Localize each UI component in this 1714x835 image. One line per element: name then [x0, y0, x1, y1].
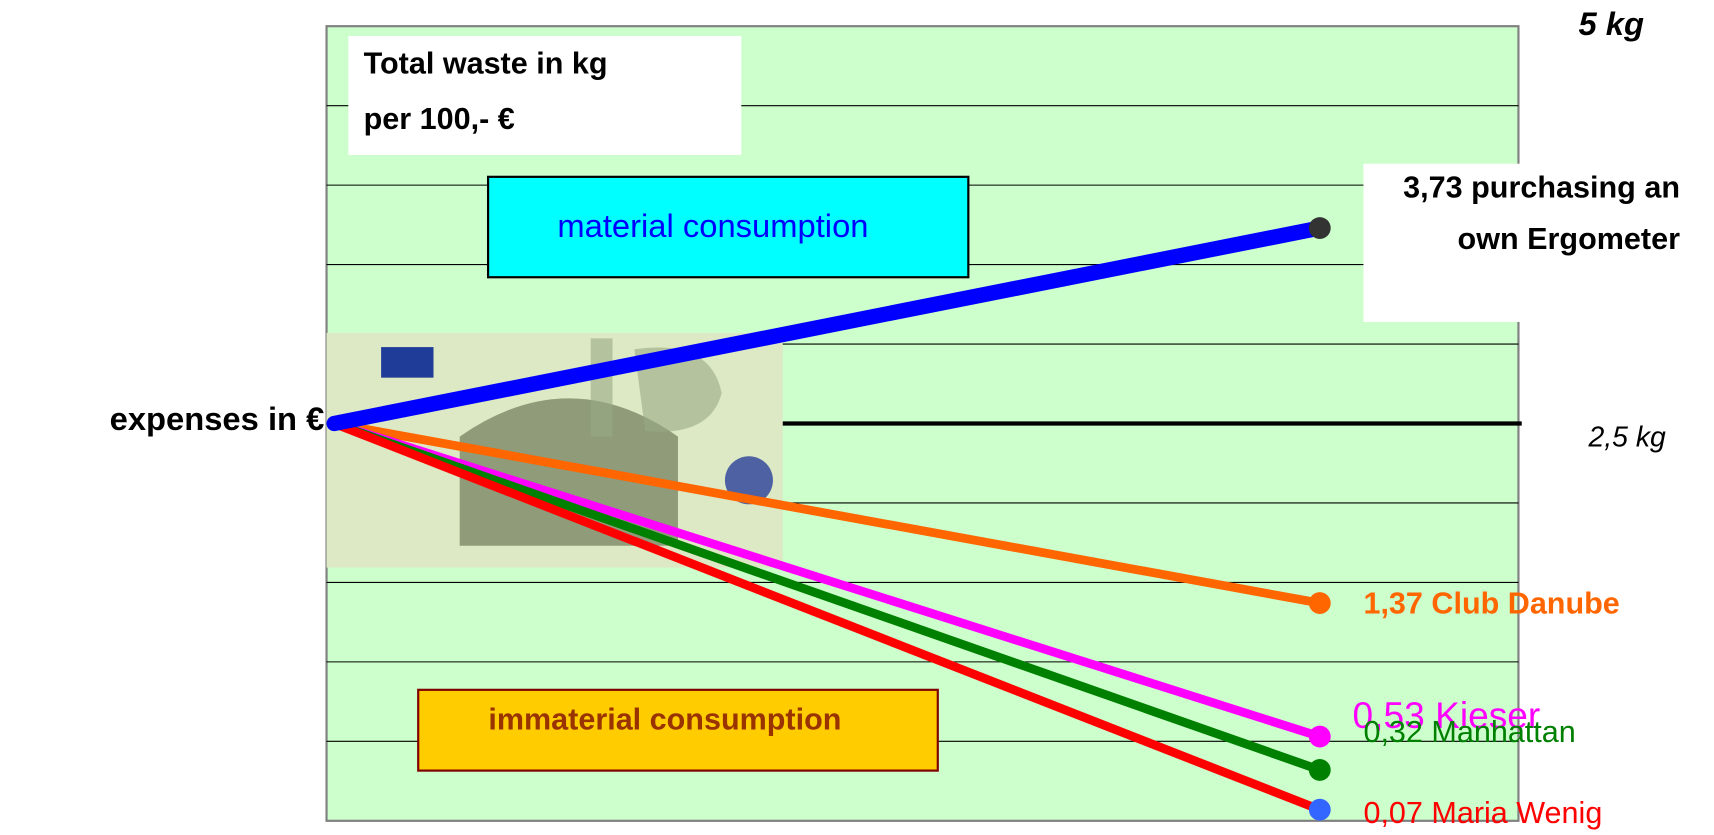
annotation-box	[417, 688, 939, 772]
series-name: Manhattan	[1431, 715, 1575, 749]
series-marker	[1308, 217, 1331, 239]
series-label: 1,37 Club Danube	[1363, 586, 1619, 620]
series-name: Club Danube	[1431, 586, 1619, 620]
series-group	[326, 217, 1331, 821]
banknote-seal	[724, 456, 773, 505]
chart-title: Total waste in kg	[364, 47, 608, 81]
banknote-arch	[459, 398, 678, 546]
value-label: 0,07	[1363, 796, 1422, 830]
series-line	[326, 220, 1328, 432]
y-tick-label: 5 kg	[1578, 5, 1644, 42]
series-name: purchasing an own Ergometer	[1457, 170, 1680, 256]
annotation-box	[486, 175, 970, 279]
label-box	[1363, 163, 1685, 322]
series-marker	[1308, 725, 1331, 748]
series-line	[329, 419, 1325, 608]
y-tick-label: 2,5 kg	[1588, 421, 1666, 453]
series-marker	[1308, 759, 1331, 781]
series-line	[329, 419, 1325, 815]
series-line	[329, 419, 1325, 741]
series-marker	[1308, 798, 1331, 821]
chart-title: per 100,- €	[364, 102, 515, 136]
banknote-digits	[590, 338, 722, 437]
series-name: Maria Wenig	[1431, 796, 1602, 830]
series-label: 0,32 Manhattan	[1363, 715, 1575, 749]
annotation: immaterial consumption	[488, 703, 841, 737]
value-label: 0,32	[1363, 715, 1422, 749]
series-label: 3,73 purchasing an own Ergometer	[1366, 162, 1683, 265]
series-label: 0,07 Maria Wenig	[1363, 796, 1602, 830]
series-label-text: 3,73 purchasing an own Ergometer	[1366, 162, 1683, 265]
title-box	[348, 36, 742, 155]
value-label: 1,37	[1363, 586, 1422, 620]
value-label: 0,53	[1353, 694, 1425, 736]
annotation: material consumption	[557, 207, 868, 244]
banknote-flag	[381, 347, 434, 378]
series-marker	[1308, 592, 1331, 615]
series-line	[329, 419, 1325, 775]
origin-label: expenses in €	[110, 400, 325, 437]
value-label: 3,73	[1403, 170, 1463, 205]
series-name: Kieser	[1435, 694, 1540, 736]
series-label: 0,53 Kieser	[1353, 694, 1541, 736]
